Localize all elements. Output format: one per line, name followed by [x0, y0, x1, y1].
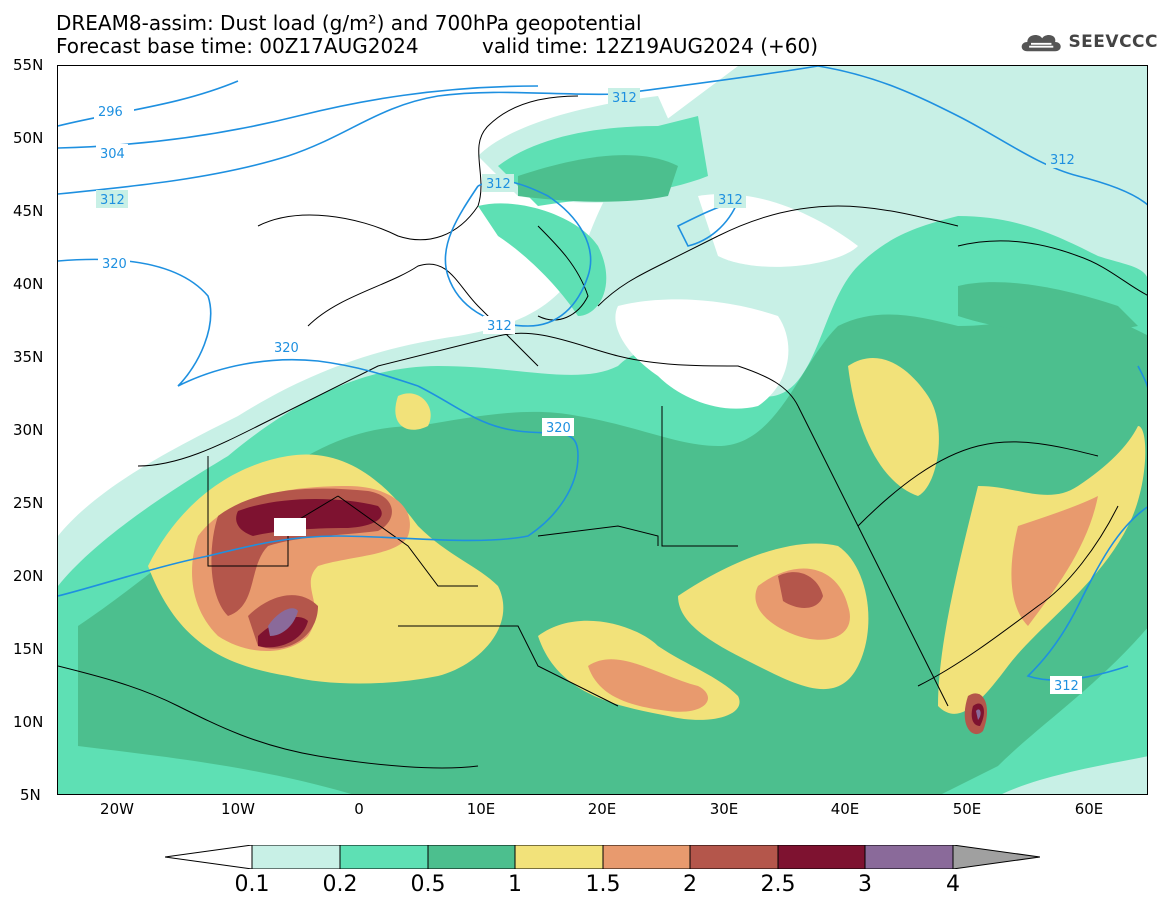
colorbar-tick-4: 4	[946, 872, 960, 897]
contour-label-312-north: 312	[612, 91, 637, 106]
y-tick-40n: 40N	[13, 275, 44, 293]
contour-labels: 296 304 312 320 312 312 320 312 320 312 …	[94, 88, 1082, 694]
x-tick-10e: 10E	[466, 800, 496, 818]
x-tick-20w: 20W	[100, 800, 134, 818]
contour-label-312-west: 312	[100, 193, 125, 208]
y-tick-35n: 35N	[13, 348, 44, 366]
colorbar-swatch-1	[515, 845, 603, 869]
colorbar-swatch-0-2	[340, 845, 428, 869]
y-tick-15n: 15N	[13, 640, 44, 658]
y-tick-10n: 10N	[13, 713, 44, 731]
contour-label-320-iberia: 320	[274, 341, 299, 356]
y-tick-25n: 25N	[13, 494, 44, 512]
geopotential-contours	[58, 66, 1147, 681]
x-tick-10w: 10W	[221, 800, 255, 818]
contour-label-304: 304	[100, 147, 125, 162]
colorbar-tick-0-1: 0.1	[234, 872, 270, 897]
colorbar-tick-0-5: 0.5	[410, 872, 446, 897]
colorbar-min-arrow	[165, 845, 253, 869]
coastlines	[58, 95, 1147, 769]
map-title: DREAM8-assim: Dust load (g/m²) and 700hP…	[56, 11, 642, 35]
logo-text: SEEVCCC	[1068, 32, 1158, 52]
contour-label-312-italy: 312	[487, 319, 512, 334]
x-tick-50e: 50E	[952, 800, 982, 818]
x-tick-60e: 60E	[1074, 800, 1104, 818]
colorbar-max-arrow	[952, 845, 1040, 869]
y-tick-45n: 45N	[13, 202, 44, 220]
dust-load-map: 296 304 312 320 312 312 320 312 320 312 …	[57, 65, 1148, 795]
seevccc-logo: SEEVCCC	[1018, 26, 1158, 58]
colorbar-swatch-0-1	[252, 845, 340, 869]
colorbar-swatch-2	[690, 845, 778, 869]
x-tick-30e: 30E	[709, 800, 739, 818]
contour-label-312-alps: 312	[486, 177, 511, 192]
y-tick-20n: 20N	[13, 567, 44, 585]
map-canvas: 296 304 312 320 312 312 320 312 320 312 …	[58, 66, 1147, 794]
colorbar-swatch-2-5	[778, 845, 865, 869]
dust-level-2-5	[236, 499, 984, 726]
y-tick-5n: 5N	[20, 786, 41, 804]
cloud-icon	[1021, 35, 1061, 52]
y-tick-50n: 50N	[13, 129, 44, 147]
contour-label-320-west: 320	[102, 257, 127, 272]
clear-areas	[58, 66, 858, 506]
colorbar	[165, 845, 1040, 869]
x-tick-40e: 40E	[830, 800, 860, 818]
y-tick-55n: 55N	[13, 56, 44, 74]
colorbar-tick-1: 1	[508, 872, 522, 897]
dust-level-3	[268, 608, 981, 720]
colorbar-swatch-0-5	[428, 845, 515, 869]
x-tick-20e: 20E	[587, 800, 617, 818]
colorbar-swatch-1-5	[603, 845, 690, 869]
colorbar-tick-1-5: 1.5	[585, 872, 621, 897]
y-tick-30n: 30N	[13, 421, 44, 439]
contour-label-312-blacksea: 312	[718, 193, 743, 208]
colorbar-swatch-3	[865, 845, 953, 869]
colorbar-tick-0-2: 0.2	[322, 872, 358, 897]
colorbar-tick-3: 3	[858, 872, 872, 897]
x-tick-0: 0	[354, 800, 364, 818]
contour-label-296: 296	[98, 105, 123, 120]
valid-time: valid time: 12Z19AUG2024 (+60)	[482, 34, 819, 58]
forecast-base-time: Forecast base time: 00Z17AUG2024	[56, 34, 419, 58]
contour-label-320-libya: 320	[546, 421, 571, 436]
contour-label-312-east: 312	[1050, 153, 1075, 168]
contour-label-312-arabiansea: 312	[1054, 679, 1079, 694]
colorbar-tick-2-5: 2.5	[760, 872, 796, 897]
colorbar-tick-2: 2	[683, 872, 697, 897]
